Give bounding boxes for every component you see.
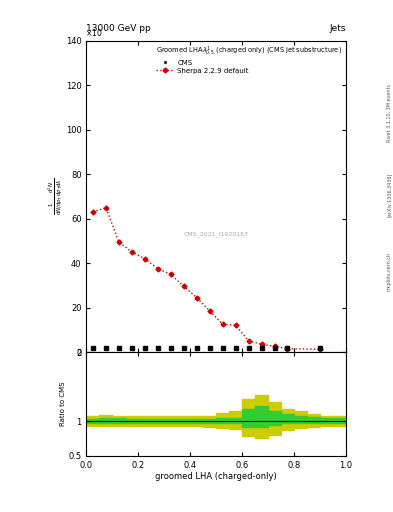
- Text: $\times10$: $\times10$: [85, 27, 103, 38]
- Y-axis label: $\frac{1}{\mathrm{d}N/\mathrm{d}p_\mathrm{T}}\frac{\mathrm{d}^2N}{\mathrm{d}p_\m: $\frac{1}{\mathrm{d}N/\mathrm{d}p_\mathr…: [47, 178, 64, 215]
- Legend: CMS, Sherpa 2.2.9 default: CMS, Sherpa 2.2.9 default: [156, 45, 342, 74]
- Text: 13000 GeV pp: 13000 GeV pp: [86, 24, 151, 33]
- Text: mcplots.cern.ch: mcplots.cern.ch: [387, 252, 391, 291]
- X-axis label: groomed LHA (charged-only): groomed LHA (charged-only): [155, 472, 277, 481]
- Text: CMS_2021_I1920187: CMS_2021_I1920187: [184, 231, 249, 237]
- Text: Jets: Jets: [329, 24, 346, 33]
- Y-axis label: Ratio to CMS: Ratio to CMS: [60, 381, 66, 426]
- Text: [arXiv:1306.3436]: [arXiv:1306.3436]: [387, 173, 391, 217]
- Text: Rivet 3.1.10, 3M events: Rivet 3.1.10, 3M events: [387, 83, 391, 142]
